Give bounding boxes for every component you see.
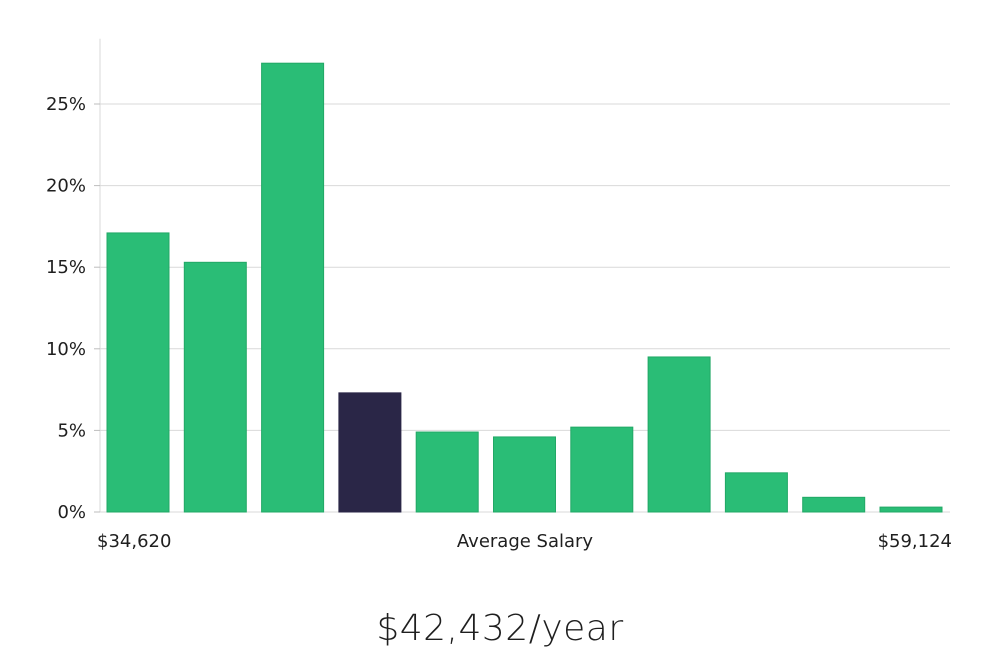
y-tick-label: 5% xyxy=(57,420,86,441)
bar xyxy=(415,431,479,513)
bar xyxy=(879,506,943,513)
average-salary-value: $42,432/year xyxy=(376,608,624,649)
y-tick-label: 0% xyxy=(57,502,86,523)
bar xyxy=(106,232,170,513)
bar xyxy=(570,426,634,513)
bar xyxy=(802,496,866,513)
bar-highlighted xyxy=(338,392,402,513)
bar xyxy=(647,356,711,513)
bar xyxy=(261,62,325,513)
y-tick-label: 10% xyxy=(46,339,86,360)
bar xyxy=(493,436,556,513)
y-axis-ticks: 0% 5% 10% 15% 20% 25% xyxy=(46,94,100,523)
bar xyxy=(724,472,788,513)
y-tick-label: 20% xyxy=(46,176,86,197)
salary-histogram-chart: 0%5%10%15%20%25% $34,620 Average Salary … xyxy=(46,38,952,552)
bars xyxy=(106,62,943,513)
x-axis-max-label: $59,124 xyxy=(878,531,952,552)
bar xyxy=(183,261,247,513)
x-axis-title: Average Salary xyxy=(457,531,594,552)
y-tick-label: 15% xyxy=(46,257,86,278)
x-axis-min-label: $34,620 xyxy=(97,531,171,552)
y-tick-label: 25% xyxy=(46,94,86,115)
